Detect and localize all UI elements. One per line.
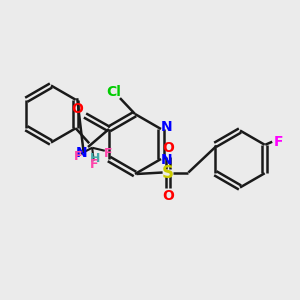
Text: N: N [160, 121, 172, 134]
Text: S: S [162, 164, 174, 181]
Text: O: O [72, 102, 83, 116]
Text: N: N [76, 146, 88, 160]
Text: O: O [162, 142, 174, 155]
Text: O: O [162, 190, 174, 203]
Text: F: F [273, 135, 283, 149]
Text: F: F [103, 147, 112, 160]
Text: N: N [160, 154, 172, 167]
Text: F: F [74, 150, 82, 163]
Text: H: H [90, 152, 100, 165]
Text: F: F [89, 158, 98, 171]
Text: Cl: Cl [106, 85, 122, 99]
